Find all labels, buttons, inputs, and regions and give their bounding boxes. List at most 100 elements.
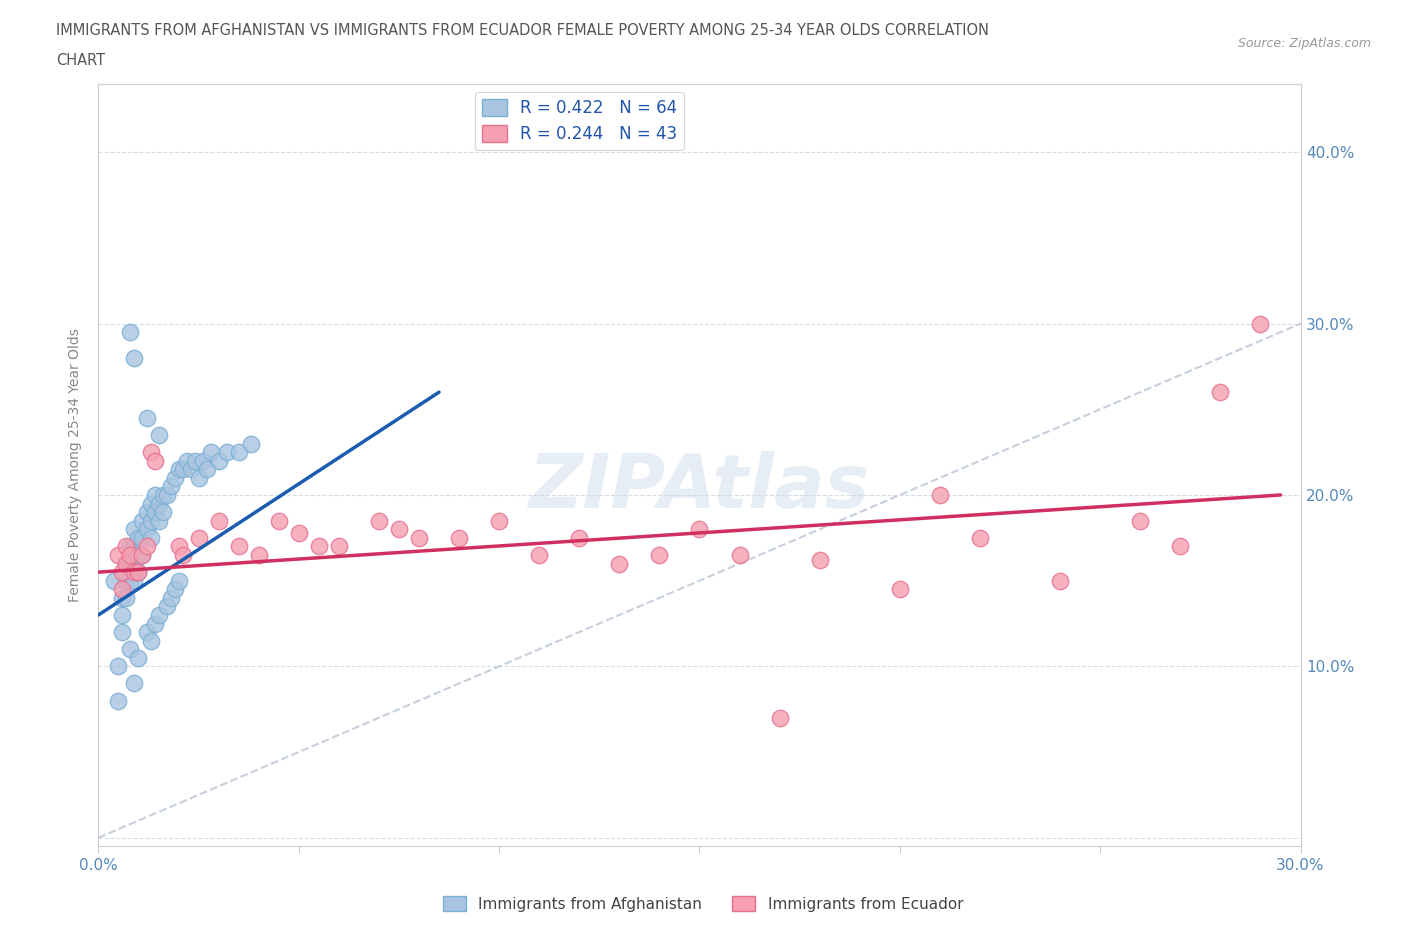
Point bbox=[769, 711, 792, 725]
Point bbox=[1250, 316, 1272, 331]
Point bbox=[529, 548, 551, 563]
Point bbox=[148, 428, 170, 443]
Point bbox=[328, 539, 350, 554]
Point bbox=[1049, 573, 1071, 588]
Point bbox=[139, 633, 162, 648]
Point bbox=[167, 539, 190, 554]
Point bbox=[568, 530, 591, 545]
Point bbox=[163, 471, 186, 485]
Point bbox=[120, 556, 142, 571]
Legend: R = 0.422   N = 64, R = 0.244   N = 43: R = 0.422 N = 64, R = 0.244 N = 43 bbox=[475, 92, 683, 150]
Point bbox=[128, 565, 150, 579]
Point bbox=[115, 539, 138, 554]
Point bbox=[172, 548, 194, 563]
Point bbox=[167, 462, 190, 477]
Point bbox=[155, 599, 177, 614]
Point bbox=[228, 445, 250, 459]
Point bbox=[609, 556, 631, 571]
Point bbox=[187, 530, 209, 545]
Point bbox=[191, 453, 214, 468]
Point bbox=[139, 445, 162, 459]
Point bbox=[135, 410, 157, 425]
Point bbox=[124, 565, 146, 579]
Point bbox=[115, 556, 138, 571]
Point bbox=[159, 591, 181, 605]
Point bbox=[124, 539, 146, 554]
Point bbox=[115, 573, 138, 588]
Point bbox=[135, 539, 157, 554]
Point bbox=[107, 659, 129, 674]
Point bbox=[111, 565, 134, 579]
Point bbox=[120, 573, 142, 588]
Point bbox=[183, 453, 205, 468]
Point bbox=[167, 573, 190, 588]
Point bbox=[889, 582, 911, 597]
Point bbox=[120, 642, 142, 657]
Point bbox=[111, 582, 134, 597]
Point bbox=[139, 530, 162, 545]
Point bbox=[200, 445, 222, 459]
Point bbox=[139, 513, 162, 528]
Text: ZIPAtlas: ZIPAtlas bbox=[529, 451, 870, 525]
Point bbox=[368, 513, 391, 528]
Point bbox=[148, 513, 170, 528]
Point bbox=[159, 479, 181, 494]
Point bbox=[208, 453, 231, 468]
Y-axis label: Female Poverty Among 25-34 Year Olds: Female Poverty Among 25-34 Year Olds bbox=[69, 328, 83, 602]
Point bbox=[135, 625, 157, 640]
Point bbox=[128, 650, 150, 665]
Point bbox=[103, 573, 125, 588]
Point bbox=[176, 453, 198, 468]
Point bbox=[267, 513, 290, 528]
Point bbox=[408, 530, 430, 545]
Point bbox=[195, 462, 218, 477]
Point bbox=[1209, 385, 1232, 400]
Point bbox=[163, 582, 186, 597]
Point bbox=[131, 513, 153, 528]
Text: IMMIGRANTS FROM AFGHANISTAN VS IMMIGRANTS FROM ECUADOR FEMALE POVERTY AMONG 25-3: IMMIGRANTS FROM AFGHANISTAN VS IMMIGRANT… bbox=[56, 23, 990, 38]
Point bbox=[131, 548, 153, 563]
Point bbox=[124, 556, 146, 571]
Point bbox=[148, 607, 170, 622]
Point bbox=[131, 530, 153, 545]
Point bbox=[107, 548, 129, 563]
Point bbox=[128, 565, 150, 579]
Point bbox=[808, 552, 831, 567]
Point bbox=[128, 548, 150, 563]
Point bbox=[1129, 513, 1152, 528]
Point bbox=[124, 573, 146, 588]
Point bbox=[152, 487, 174, 502]
Point bbox=[124, 522, 146, 537]
Point bbox=[208, 513, 231, 528]
Point bbox=[488, 513, 510, 528]
Point bbox=[187, 471, 209, 485]
Point bbox=[1170, 539, 1192, 554]
Point bbox=[689, 522, 711, 537]
Point bbox=[148, 496, 170, 511]
Point bbox=[111, 607, 134, 622]
Point bbox=[135, 522, 157, 537]
Legend: Immigrants from Afghanistan, Immigrants from Ecuador: Immigrants from Afghanistan, Immigrants … bbox=[437, 889, 969, 918]
Point bbox=[124, 676, 146, 691]
Point bbox=[131, 548, 153, 563]
Point bbox=[120, 325, 142, 339]
Point bbox=[143, 453, 166, 468]
Point bbox=[107, 693, 129, 708]
Point bbox=[969, 530, 991, 545]
Point bbox=[135, 505, 157, 520]
Point bbox=[124, 351, 146, 365]
Point bbox=[128, 530, 150, 545]
Point bbox=[929, 487, 952, 502]
Point bbox=[288, 525, 311, 540]
Point bbox=[143, 487, 166, 502]
Point bbox=[120, 548, 142, 563]
Point bbox=[152, 505, 174, 520]
Text: Source: ZipAtlas.com: Source: ZipAtlas.com bbox=[1237, 37, 1371, 50]
Point bbox=[172, 462, 194, 477]
Point bbox=[139, 496, 162, 511]
Point bbox=[215, 445, 238, 459]
Point bbox=[111, 625, 134, 640]
Point bbox=[728, 548, 751, 563]
Point bbox=[143, 616, 166, 631]
Point bbox=[239, 436, 262, 451]
